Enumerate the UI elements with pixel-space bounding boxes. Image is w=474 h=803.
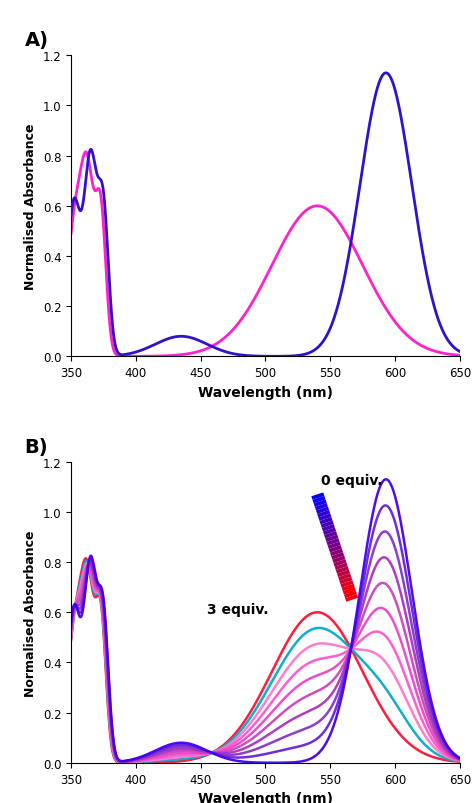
Text: B): B): [25, 437, 48, 456]
Text: 0 equiv.: 0 equiv.: [321, 473, 383, 487]
X-axis label: Wavelength (nm): Wavelength (nm): [198, 385, 333, 399]
Text: A): A): [25, 31, 48, 51]
Text: 3 equiv.: 3 equiv.: [207, 602, 269, 617]
Y-axis label: Normalised Absorbance: Normalised Absorbance: [24, 124, 37, 290]
X-axis label: Wavelength (nm): Wavelength (nm): [198, 791, 333, 803]
Y-axis label: Normalised Absorbance: Normalised Absorbance: [24, 529, 37, 695]
